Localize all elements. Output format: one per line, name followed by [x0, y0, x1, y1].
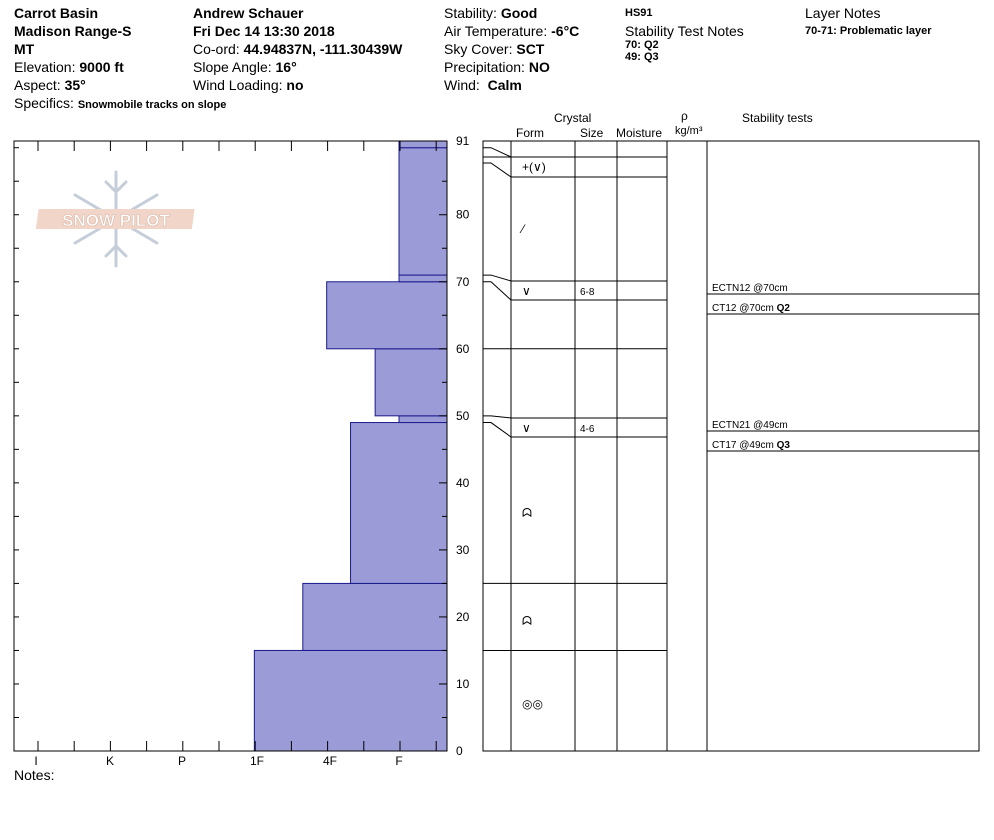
layer-note: 70-71: Problematic layer [805, 25, 932, 37]
elevation: Elevation: 9000 ft [14, 59, 124, 75]
wind: Wind: Calm [444, 77, 522, 93]
density-unit-header: kg/m³ [675, 125, 703, 137]
stability-test-label: ECTN21 @49cm [712, 420, 788, 431]
x-tick-label: 1F [250, 754, 264, 768]
grain-form: ᗣ [522, 506, 532, 520]
stability-note: 49: Q3 [625, 51, 659, 63]
depth-tick-label: 20 [456, 610, 470, 624]
depth-tick-label: 40 [456, 476, 470, 490]
air-temperature: Air Temperature: -6°C [444, 23, 580, 39]
strat-connector [483, 422, 512, 438]
grain-form: ◎◎ [522, 697, 543, 711]
strat-connector [483, 162, 512, 178]
stability-test-label: ECTN12 @70cm [712, 283, 788, 294]
density-rho-header: ρ [681, 109, 688, 123]
grain-form: ᗣ [522, 614, 532, 628]
grain-form: +(∨) [522, 160, 546, 174]
slope-angle: Slope Angle: 16° [193, 59, 297, 75]
range-name: Madison Range-S [14, 23, 132, 39]
wind-loading: Wind Loading: no [193, 77, 304, 93]
specifics: Specifics: Snowmobile tracks on slope [14, 95, 227, 111]
hardness-bar [398, 415, 448, 424]
aspect: Aspect: 35° [14, 77, 86, 93]
size-header: Size [580, 126, 604, 140]
strat-connector [483, 147, 512, 158]
hardness-plot-frame [13, 140, 448, 752]
stability-note: 70: Q2 [625, 39, 659, 51]
hardness-bar [350, 422, 448, 584]
stability-test-label: CT12 @70cm Q2 [712, 303, 790, 314]
observation-datetime: Fri Dec 14 13:30 2018 [193, 23, 335, 39]
state-name: MT [14, 41, 35, 57]
depth-tick-label: 10 [456, 677, 470, 691]
depth-tick-label: 30 [456, 543, 470, 557]
strat-connector [483, 274, 512, 282]
moisture-header: Moisture [616, 126, 663, 140]
stability-rating: Stability: Good [444, 5, 538, 21]
depth-tick-label: 80 [456, 208, 470, 222]
location-name: Carrot Basin [14, 5, 99, 21]
grain-form: ∨ [522, 284, 531, 298]
grain-form: ∨ [522, 421, 531, 435]
depth-tick-label: 0 [456, 744, 463, 758]
notes-label: Notes: [14, 767, 55, 783]
stability-test-label: CT17 @49cm Q3 [712, 440, 790, 451]
stability-notes-title: Stability Test Notes [625, 23, 744, 39]
hardness-bar [398, 140, 448, 149]
strat-connector [483, 281, 512, 301]
sky-cover: Sky Cover: SCT [444, 41, 545, 57]
coordinates: Co-ord: 44.94837N, -111.30439W [193, 41, 403, 57]
x-tick-label: F [395, 754, 402, 768]
hardness-bar [302, 582, 448, 651]
grain-form: ⁄ [519, 222, 526, 236]
depth-tick-label: 60 [456, 342, 470, 356]
precipitation: Precipitation: NO [444, 59, 550, 75]
strat-connector [483, 415, 512, 419]
stability-tests-header: Stability tests [742, 111, 813, 125]
x-tick-label: I [34, 754, 37, 768]
hardness-bar [374, 348, 448, 417]
layer-table-frame [482, 140, 980, 752]
x-tick-label: K [106, 754, 114, 768]
crystal-header: Crystal [554, 111, 592, 125]
snow-height: HS91 [625, 7, 653, 19]
hardness-bar [398, 147, 448, 276]
observer-name: Andrew Schauer [193, 5, 304, 21]
x-tick-label: P [178, 754, 186, 768]
hardness-bar [326, 281, 448, 350]
depth-tick-label: 70 [456, 275, 470, 289]
depth-tick-label: 91 [456, 134, 470, 148]
x-tick-label: 4F [323, 754, 337, 768]
layer-notes-title: Layer Notes [805, 5, 881, 21]
form-header: Form [516, 126, 544, 140]
grain-size: 4-6 [580, 424, 595, 435]
hardness-bar [253, 649, 448, 752]
hardness-bar [398, 274, 448, 283]
grain-size: 6-8 [580, 287, 595, 298]
depth-tick-label: 50 [456, 409, 470, 423]
